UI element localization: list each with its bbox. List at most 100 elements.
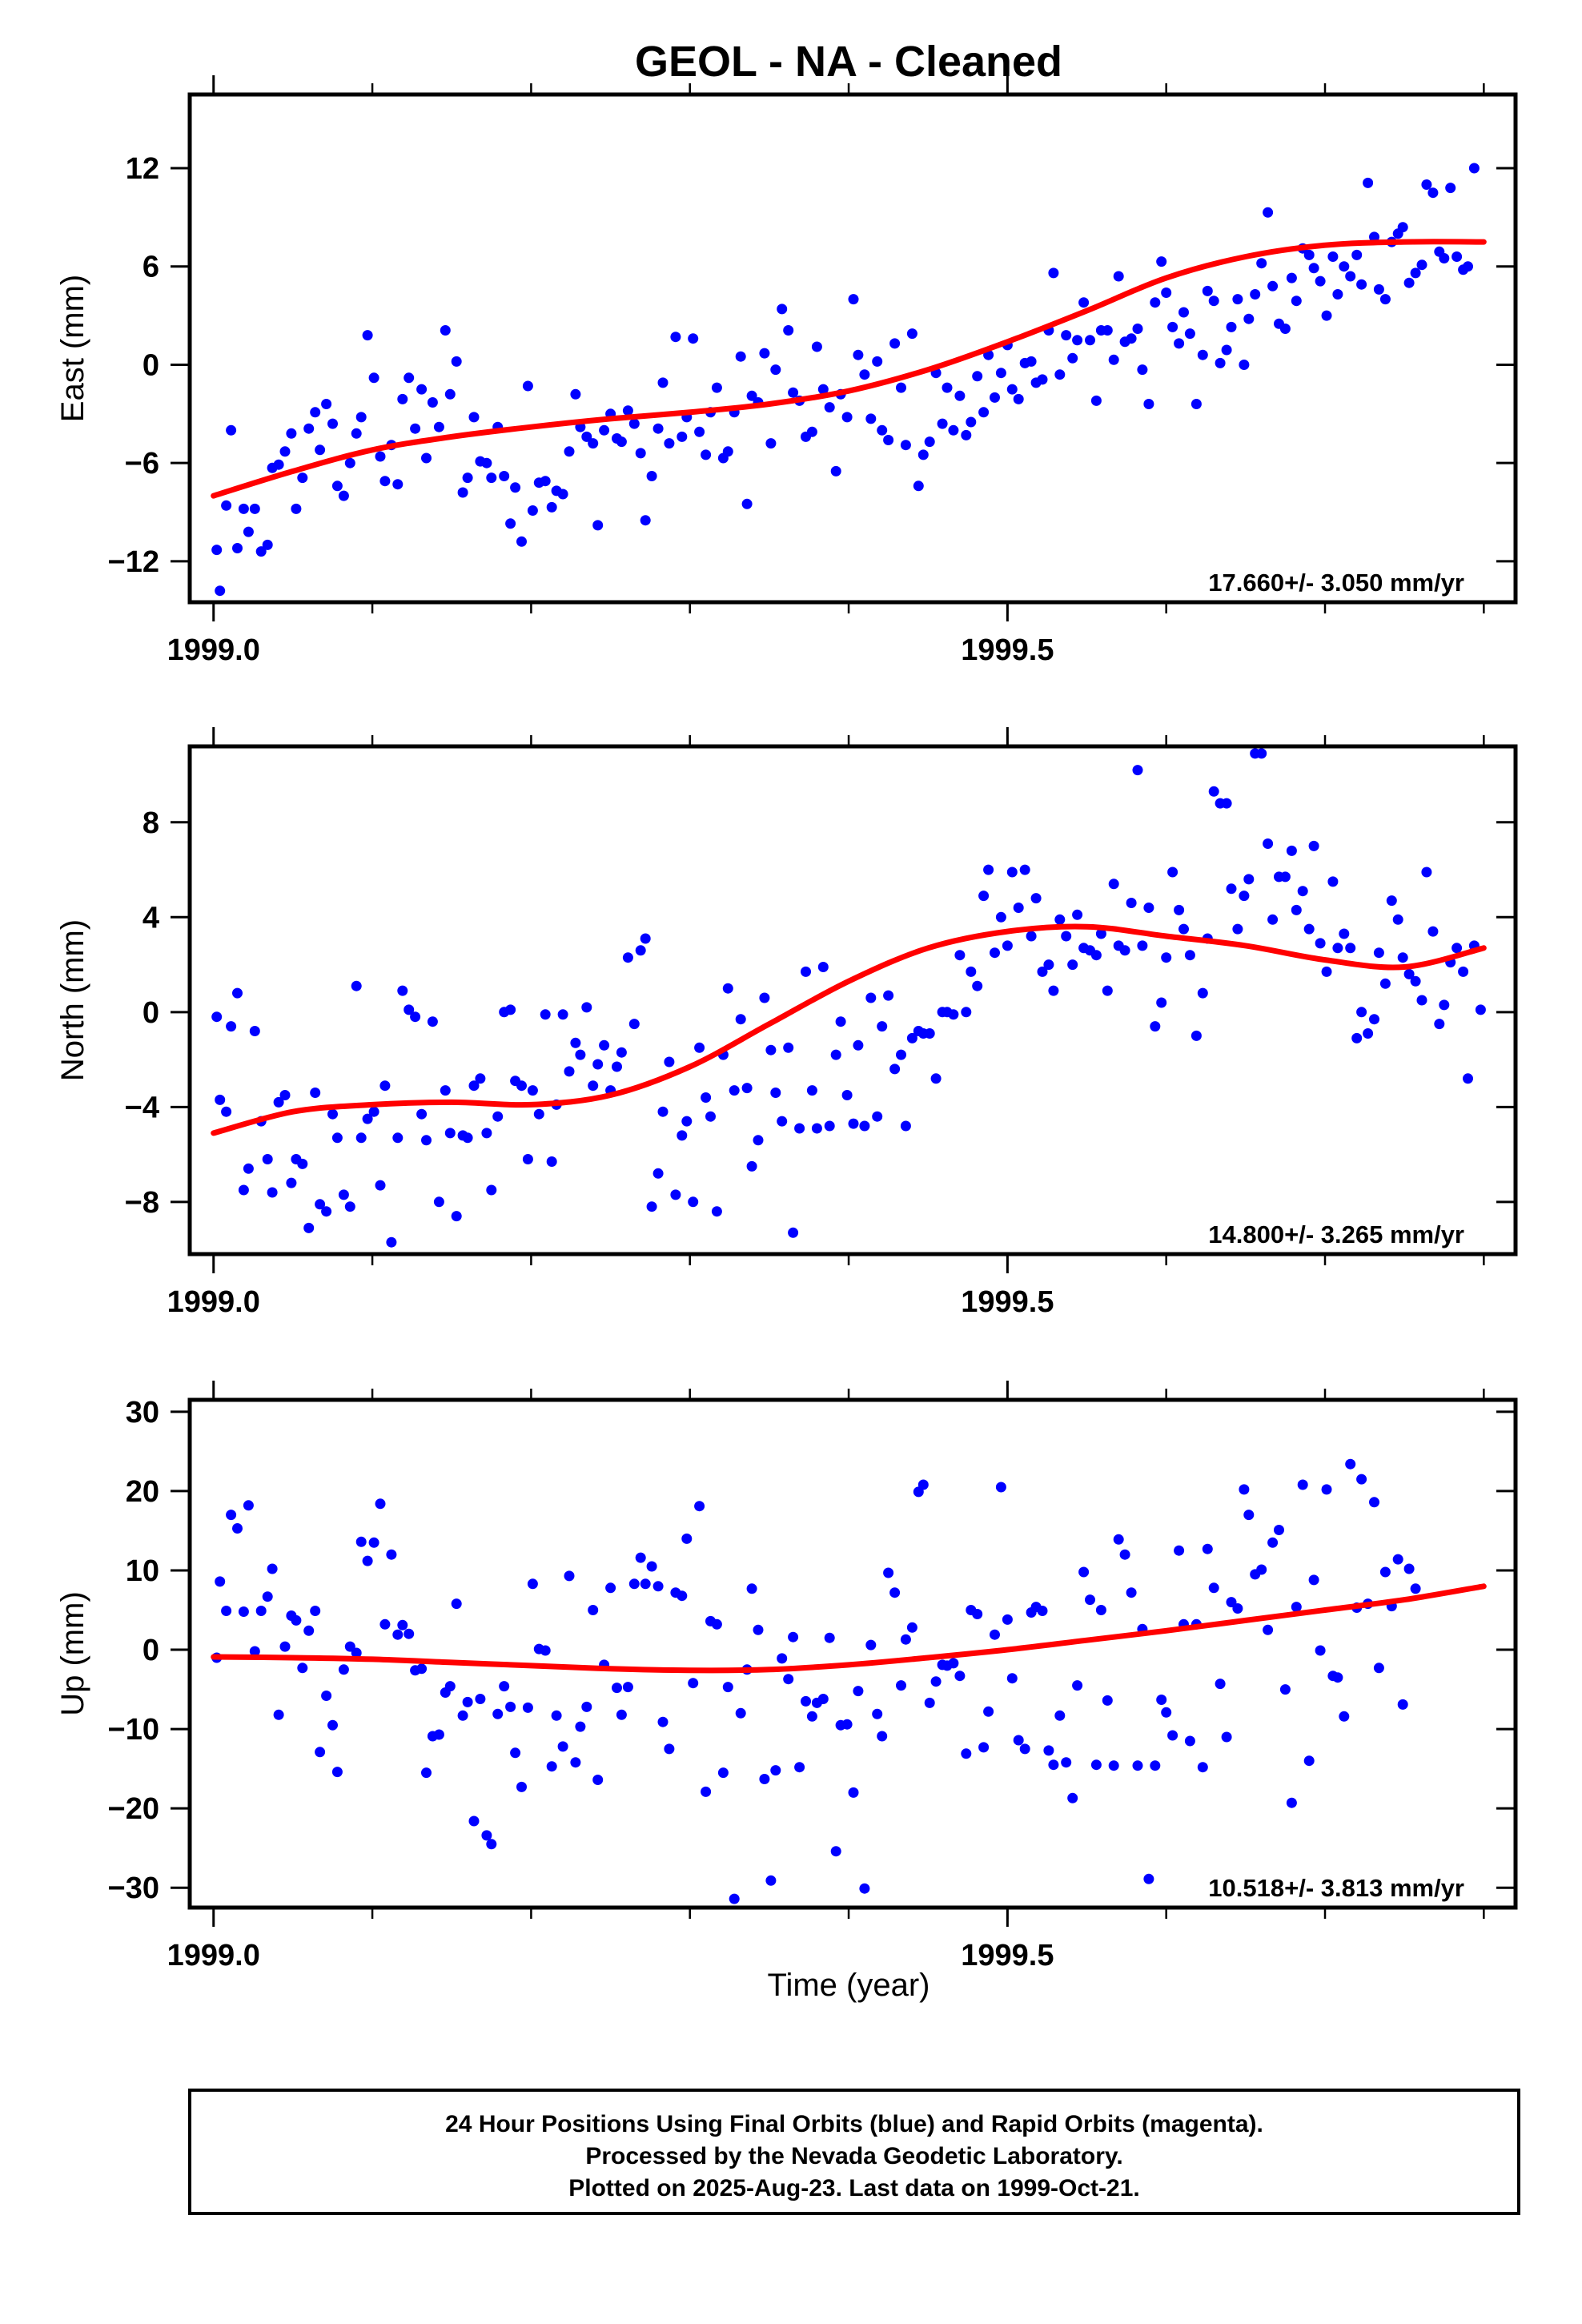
data-point <box>331 480 343 492</box>
data-point <box>628 418 640 429</box>
data-point <box>1132 765 1143 776</box>
data-point <box>930 1676 942 1687</box>
data-point <box>427 1016 438 1027</box>
data-point <box>1427 187 1439 199</box>
data-point <box>753 1135 764 1146</box>
data-point <box>1143 399 1154 409</box>
data-point <box>694 1042 705 1053</box>
y-tick-label: 30 <box>126 1396 159 1429</box>
data-point <box>1239 891 1250 902</box>
data-point <box>701 449 712 460</box>
data-point <box>948 1658 959 1669</box>
data-point <box>397 985 408 996</box>
data-point <box>416 1663 428 1675</box>
data-point <box>273 1709 284 1720</box>
data-point <box>1297 1479 1308 1490</box>
data-point <box>1156 256 1167 267</box>
data-point <box>540 1009 551 1020</box>
data-point <box>770 364 781 376</box>
data-point <box>990 392 1000 403</box>
data-point <box>1072 335 1083 346</box>
data-point <box>1274 1525 1284 1535</box>
data-point <box>392 479 404 490</box>
data-point <box>1286 272 1297 283</box>
data-point <box>1339 1711 1350 1722</box>
data-point <box>1339 261 1350 272</box>
data-point <box>588 1080 599 1092</box>
data-point <box>900 440 911 451</box>
y-tick-label: 20 <box>126 1475 159 1509</box>
data-point <box>1256 1564 1267 1575</box>
data-point <box>1208 1582 1219 1594</box>
data-point <box>1291 1602 1302 1613</box>
data-point <box>1043 959 1054 971</box>
data-point <box>570 388 581 400</box>
data-point <box>1072 909 1083 920</box>
data-point <box>321 399 332 409</box>
data-point <box>444 388 456 400</box>
data-point <box>670 1189 681 1200</box>
data-point <box>1132 1760 1143 1771</box>
data-point <box>788 1631 799 1642</box>
data-point <box>806 426 817 437</box>
data-point <box>481 1128 492 1139</box>
y-tick-label: 10 <box>126 1554 159 1588</box>
data-point <box>1315 938 1326 949</box>
data-point <box>481 1830 492 1841</box>
data-point <box>853 349 864 360</box>
rate-label: 10.518+/- 3.813 mm/yr <box>1208 1874 1464 1902</box>
data-point <box>379 476 391 487</box>
data-point <box>468 1080 480 1092</box>
data-point <box>379 1618 391 1630</box>
data-point <box>440 325 451 336</box>
data-point <box>344 1201 355 1212</box>
data-point <box>646 471 657 481</box>
data-point <box>877 424 888 436</box>
data-point <box>1279 324 1291 334</box>
data-point <box>303 1222 315 1233</box>
data-point <box>1267 914 1279 925</box>
data-point <box>788 387 799 398</box>
data-point <box>841 1090 853 1100</box>
data-point <box>303 1625 315 1636</box>
data-point <box>297 1158 308 1169</box>
data-point <box>1286 1797 1297 1808</box>
data-point <box>848 1787 859 1798</box>
data-point <box>1197 349 1208 360</box>
data-point <box>978 891 990 902</box>
data-point <box>1369 231 1379 243</box>
data-point <box>344 1641 355 1652</box>
data-point <box>592 1775 604 1785</box>
data-point <box>677 1130 688 1141</box>
data-point <box>705 1111 716 1122</box>
data-point <box>1373 1663 1384 1674</box>
data-point <box>1167 866 1178 878</box>
data-point <box>1356 1474 1367 1485</box>
data-point <box>1174 904 1185 915</box>
data-point <box>375 1498 386 1510</box>
data-point <box>238 503 249 514</box>
data-point <box>1108 354 1119 365</box>
data-point <box>1215 1679 1226 1690</box>
data-point <box>375 1180 386 1191</box>
data-point <box>1332 289 1343 300</box>
data-point <box>801 1695 811 1707</box>
data-point <box>255 1606 267 1616</box>
data-point <box>1397 222 1408 233</box>
data-point <box>215 1094 226 1105</box>
data-point <box>457 487 468 498</box>
data-point <box>386 1549 397 1560</box>
data-point <box>368 1537 379 1548</box>
data-point <box>564 1066 575 1077</box>
data-point <box>421 1135 432 1146</box>
data-point <box>1373 947 1384 959</box>
data-point <box>416 384 428 395</box>
data-point <box>451 356 462 367</box>
plot-area <box>211 1458 1487 1904</box>
data-point <box>1208 786 1219 797</box>
data-point <box>1345 1458 1356 1470</box>
data-point <box>830 1846 841 1857</box>
data-point <box>404 1004 415 1015</box>
data-point <box>1439 253 1450 263</box>
